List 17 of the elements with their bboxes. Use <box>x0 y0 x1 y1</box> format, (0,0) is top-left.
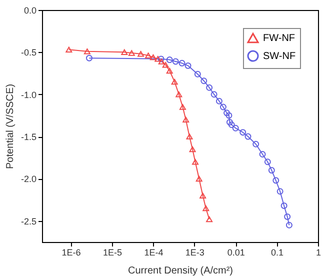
y-tick-label: -2.0 <box>20 174 36 184</box>
x-tick-label: 1E-6 <box>62 248 81 258</box>
x-tick-label: 0.01 <box>227 248 245 258</box>
legend-label: FW-NF <box>263 33 296 44</box>
y-tick-label: -1.5 <box>20 132 36 142</box>
x-tick-label: 1E-5 <box>102 248 122 258</box>
x-tick-label: 1 <box>316 248 322 258</box>
y-axis-title: Potential (V/SSCE) <box>4 84 16 170</box>
y-tick-label: -0.5 <box>20 48 36 58</box>
y-tick-label: -2.5 <box>20 216 36 226</box>
x-tick-label: 0.1 <box>271 248 284 258</box>
y-tick-label: -1.0 <box>20 90 36 100</box>
x-tick-label: 1E-4 <box>144 248 164 258</box>
x-axis-title: Current Density (A/cm²) <box>128 266 234 276</box>
legend-label: SW-NF <box>263 51 296 62</box>
y-tick-label: 0.0 <box>24 6 36 16</box>
x-tick-label: 1E-3 <box>185 248 204 258</box>
